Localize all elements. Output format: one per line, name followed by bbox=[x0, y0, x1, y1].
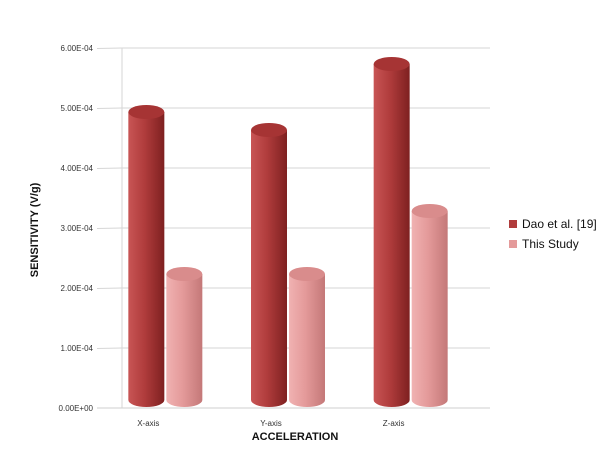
bar bbox=[128, 105, 165, 407]
legend: Dao et al. [19] This Study bbox=[509, 217, 597, 251]
bar-body bbox=[251, 130, 287, 407]
x-tick-label: X-axis bbox=[137, 419, 159, 428]
x-axis-title: ACCELERATION bbox=[252, 431, 339, 443]
legend-label: Dao et al. [19] bbox=[522, 217, 597, 231]
gridline-side bbox=[96, 227, 123, 229]
gridline-side bbox=[96, 347, 123, 349]
bar-body bbox=[289, 274, 325, 407]
y-tick-label: 0.00E+00 bbox=[59, 404, 94, 413]
bar-body bbox=[128, 112, 165, 407]
legend-swatch bbox=[509, 240, 517, 248]
bar-body bbox=[166, 274, 203, 408]
legend-swatch bbox=[509, 220, 517, 228]
y-axis-title: SENSITIVITY (V/g) bbox=[29, 182, 41, 277]
y-tick-label: 6.00E-04 bbox=[61, 44, 94, 53]
bar-top bbox=[166, 267, 203, 281]
gridline-side bbox=[96, 107, 123, 109]
bar-top bbox=[289, 267, 325, 281]
y-tick-label: 2.00E-04 bbox=[61, 284, 94, 293]
x-axis-ticks: X-axis Y-axis Z-axis bbox=[137, 419, 404, 428]
bar bbox=[166, 267, 203, 408]
bars bbox=[128, 57, 448, 408]
y-tick-label: 4.00E-04 bbox=[61, 164, 94, 173]
y-tick-label: 3.00E-04 bbox=[61, 224, 94, 233]
bar-body bbox=[373, 64, 410, 408]
bar bbox=[251, 123, 287, 407]
bar bbox=[373, 57, 410, 408]
gridline-side bbox=[96, 47, 123, 49]
y-axis-ticks: 0.00E+00 1.00E-04 2.00E-04 3.00E-04 4.00E-04… bbox=[59, 44, 94, 413]
bar bbox=[411, 204, 448, 408]
legend-label: This Study bbox=[522, 237, 579, 251]
y-tick-label: 5.00E-04 bbox=[61, 104, 94, 113]
bar bbox=[289, 267, 325, 407]
bar-top bbox=[251, 123, 287, 137]
y-tick-label: 1.00E-04 bbox=[61, 344, 94, 353]
bar-top bbox=[373, 57, 410, 71]
x-tick-label: Z-axis bbox=[383, 419, 405, 428]
bar-top bbox=[411, 204, 448, 218]
gridline-side bbox=[96, 167, 123, 169]
x-tick-label: Y-axis bbox=[260, 419, 282, 428]
bar-body bbox=[411, 211, 448, 408]
bar-top bbox=[128, 105, 165, 119]
gridline-side bbox=[96, 287, 123, 289]
